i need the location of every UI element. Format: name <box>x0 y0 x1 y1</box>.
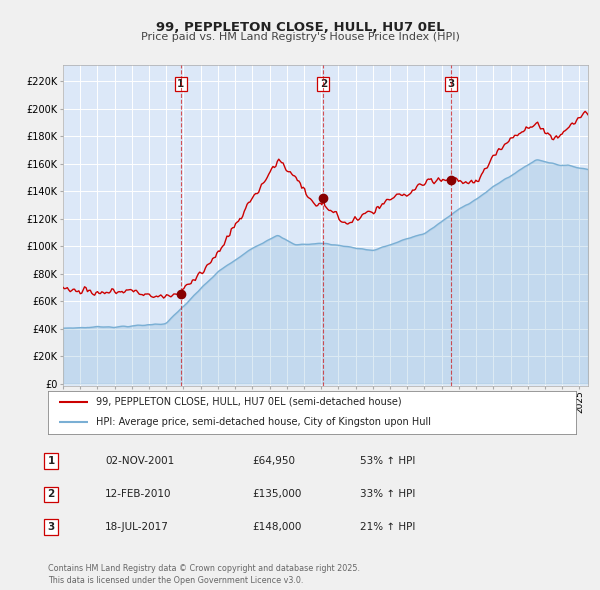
Text: 18-JUL-2017: 18-JUL-2017 <box>105 522 169 532</box>
Text: 53% ↑ HPI: 53% ↑ HPI <box>360 457 415 466</box>
Text: £135,000: £135,000 <box>252 490 301 499</box>
Text: 2: 2 <box>47 490 55 499</box>
Text: 21% ↑ HPI: 21% ↑ HPI <box>360 522 415 532</box>
Text: 1: 1 <box>47 457 55 466</box>
Text: HPI: Average price, semi-detached house, City of Kingston upon Hull: HPI: Average price, semi-detached house,… <box>95 417 431 427</box>
Text: 02-NOV-2001: 02-NOV-2001 <box>105 457 174 466</box>
Text: 2: 2 <box>320 79 327 89</box>
Text: 3: 3 <box>448 79 455 89</box>
Text: Contains HM Land Registry data © Crown copyright and database right 2025.
This d: Contains HM Land Registry data © Crown c… <box>48 565 360 585</box>
Text: 3: 3 <box>47 522 55 532</box>
Text: Price paid vs. HM Land Registry's House Price Index (HPI): Price paid vs. HM Land Registry's House … <box>140 32 460 42</box>
Text: £148,000: £148,000 <box>252 522 301 532</box>
Text: 99, PEPPLETON CLOSE, HULL, HU7 0EL: 99, PEPPLETON CLOSE, HULL, HU7 0EL <box>155 21 445 34</box>
Text: 12-FEB-2010: 12-FEB-2010 <box>105 490 172 499</box>
Text: £64,950: £64,950 <box>252 457 295 466</box>
Text: 99, PEPPLETON CLOSE, HULL, HU7 0EL (semi-detached house): 99, PEPPLETON CLOSE, HULL, HU7 0EL (semi… <box>95 397 401 407</box>
Text: 1: 1 <box>177 79 184 89</box>
Text: 33% ↑ HPI: 33% ↑ HPI <box>360 490 415 499</box>
